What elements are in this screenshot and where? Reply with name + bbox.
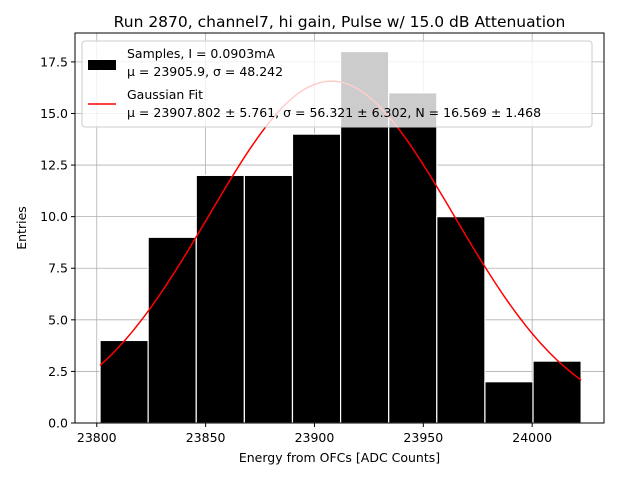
histogram-bar: [484, 381, 534, 424]
chart-title: Run 2870, channel7, hi gain, Pulse w/ 15…: [114, 13, 566, 31]
legend: Samples, I = 0.0903mA μ = 23905.9, σ = 4…: [81, 40, 593, 128]
x-tick-label: 23950: [403, 430, 443, 445]
y-tick-label: 10.0: [40, 209, 68, 224]
histogram-bars: [99, 50, 582, 424]
legend-samples-label: Samples, I = 0.0903mA: [127, 46, 275, 61]
histogram-bar: [195, 174, 245, 424]
legend-box: [81, 40, 593, 128]
histogram-bar: [291, 133, 342, 424]
histogram-bar: [532, 360, 582, 424]
y-tick-label: 7.5: [48, 261, 68, 276]
legend-samples-stats: μ = 23905.9, σ = 48.242: [127, 64, 283, 79]
y-tick-label: 5.0: [48, 312, 68, 327]
x-axis-label: Energy from OFCs [ADC Counts]: [239, 450, 440, 465]
histogram-bar: [243, 174, 294, 424]
histogram-bar: [147, 236, 197, 424]
x-tick-label: 23800: [77, 430, 117, 445]
histogram-bar: [436, 216, 486, 424]
y-tick-label: 2.5: [48, 364, 68, 379]
x-axis-ticks: 23800 23850 23900 23950 24000: [77, 423, 552, 445]
y-axis-label: Entries: [14, 206, 29, 250]
plot-frame: [74, 32, 605, 424]
y-tick-label: 15.0: [40, 106, 68, 121]
legend-samples-swatch: [88, 60, 116, 70]
y-axis-ticks: 0.0 2.5 5.0 7.5 10.0 12.5 15.0 17.5: [40, 54, 75, 431]
y-tick-label: 12.5: [40, 158, 68, 173]
x-tick-label: 23900: [295, 430, 335, 445]
x-tick-label: 23850: [186, 430, 226, 445]
x-tick-label: 24000: [512, 430, 552, 445]
histogram-bar: [388, 92, 438, 424]
legend-fit-stats: μ = 23907.802 ± 5.761, σ = 56.321 ± 6.30…: [127, 105, 541, 120]
y-tick-label: 0.0: [48, 416, 68, 431]
legend-fit-label: Gaussian Fit: [127, 87, 203, 102]
histogram-bar: [99, 339, 149, 424]
y-tick-label: 17.5: [40, 54, 68, 69]
